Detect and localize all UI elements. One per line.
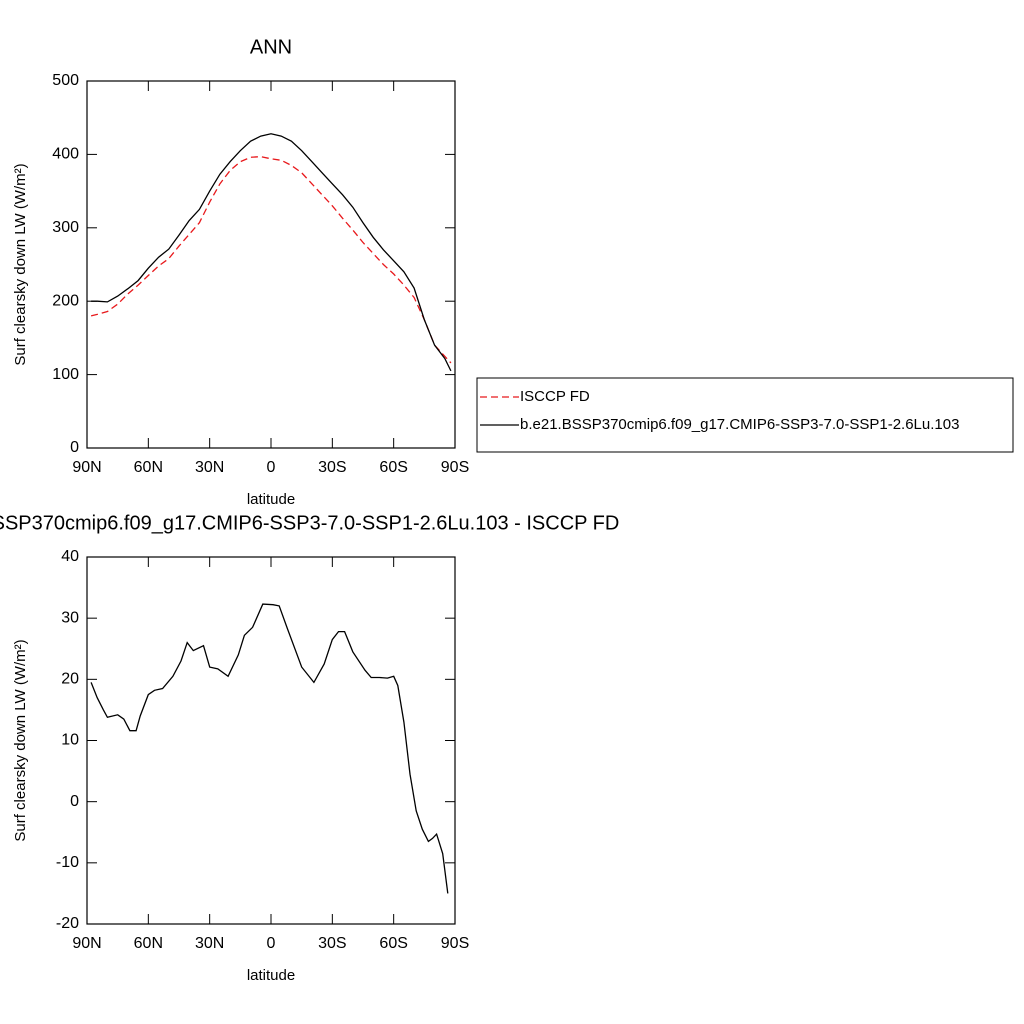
chart-title: b.e21.BSSP370cmip6.f09_g17.CMIP6-SSP3-7.… xyxy=(0,512,619,534)
x-axis-label: latitude xyxy=(247,967,295,984)
legend-label: b.e21.BSSP370cmip6.f09_g17.CMIP6-SSP3-7.… xyxy=(520,416,959,433)
x-axis-label: latitude xyxy=(247,491,295,508)
y-tick-label: 500 xyxy=(52,72,79,89)
x-tick-label: 30N xyxy=(195,935,224,952)
chart-title: ANN xyxy=(250,36,292,58)
series-line xyxy=(90,155,452,364)
legend: ISCCP FD b.e21.BSSP370cmip6.f09_g17.CMIP6… xyxy=(476,377,1014,453)
y-tick-label: 0 xyxy=(70,793,79,810)
plot: b.e21.BSSP370cmip6.f09_g17.CMIP6-SSP3-7.… xyxy=(0,512,619,984)
x-tick-label: 90N xyxy=(72,459,101,476)
y-tick-label: 40 xyxy=(61,548,79,565)
x-tick-label: 30N xyxy=(195,459,224,476)
legend-label: ISCCP FD xyxy=(520,388,590,405)
y-tick-label: 100 xyxy=(52,366,79,383)
y-tick-label: 10 xyxy=(61,732,79,749)
series-line xyxy=(91,133,452,372)
y-tick-label: -10 xyxy=(56,854,79,871)
x-tick-label: 60S xyxy=(379,459,407,476)
series-line xyxy=(90,603,449,894)
y-axis-label: Surf clearsky down LW (W/m²) xyxy=(12,639,29,841)
x-tick-label: 60N xyxy=(134,459,163,476)
y-tick-label: 0 xyxy=(70,439,79,456)
y-tick-label: 400 xyxy=(52,146,79,163)
x-tick-label: 0 xyxy=(267,935,276,952)
x-tick-label: 0 xyxy=(267,459,276,476)
plot-frame xyxy=(86,80,456,449)
x-tick-label: 30S xyxy=(318,935,346,952)
y-tick-label: 300 xyxy=(52,219,79,236)
x-tick-label: 30S xyxy=(318,459,346,476)
plot: ANN Surf clearsky down LW (W/m²) latitude 0… xyxy=(12,36,1014,508)
y-tick-label: 30 xyxy=(61,609,79,626)
legend-box xyxy=(476,377,1014,453)
x-tick-label: 90S xyxy=(441,935,469,952)
y-tick-label: -20 xyxy=(56,915,79,932)
x-tick-label: 60S xyxy=(379,935,407,952)
y-tick-label: 20 xyxy=(61,671,79,688)
x-tick-label: 90N xyxy=(72,935,101,952)
y-tick-label: 200 xyxy=(52,292,79,309)
y-axis-label: Surf clearsky down LW (W/m²) xyxy=(12,163,29,365)
plot-frame xyxy=(86,556,456,925)
x-tick-label: 90S xyxy=(441,459,469,476)
x-tick-label: 60N xyxy=(134,935,163,952)
